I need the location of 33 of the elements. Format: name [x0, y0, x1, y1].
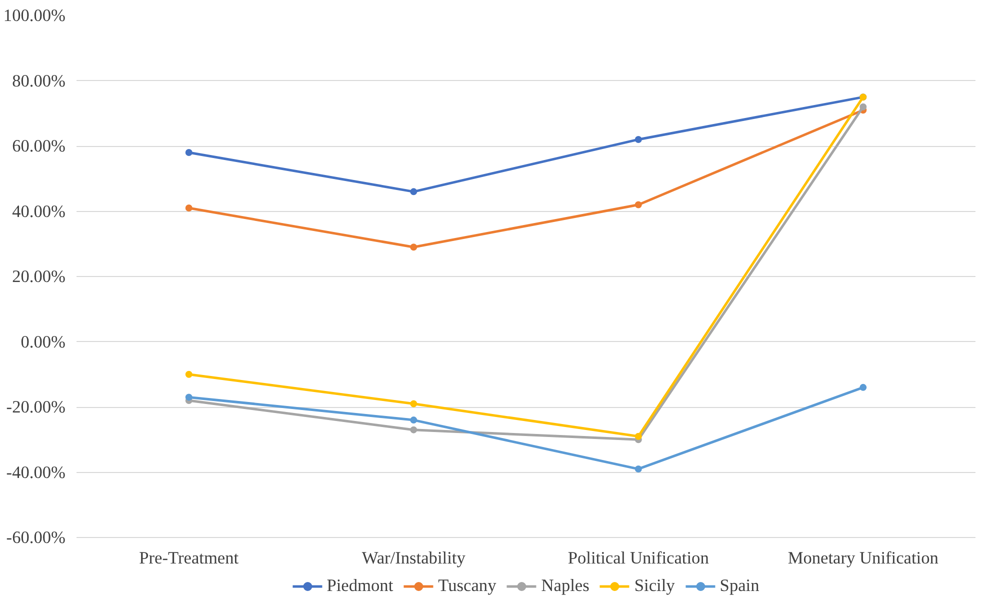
y-tick-label: 100.00%	[3, 6, 66, 25]
point	[410, 416, 418, 424]
x-tick-label: Pre-Treatment	[139, 548, 239, 568]
legend-label: Piedmont	[326, 576, 394, 596]
point	[185, 394, 192, 401]
y-tick-label: -40.00%	[6, 462, 66, 482]
point	[860, 103, 867, 110]
y-tick-label: 40.00%	[12, 202, 66, 221]
point	[410, 188, 418, 196]
point	[634, 465, 642, 472]
x-tick-label: Monetary Unification	[788, 548, 939, 568]
y-tick-label: 20.00%	[12, 267, 66, 286]
point	[634, 201, 642, 208]
y-tick-label: -20.00%	[6, 398, 66, 416]
legend-label: Sicily	[634, 576, 675, 596]
point	[634, 432, 642, 440]
y-tick-label: 0.00%	[20, 332, 66, 352]
point	[410, 400, 418, 408]
x-tick-label: War/Instability	[362, 548, 466, 568]
y-tick-label: 80.00%	[12, 71, 66, 90]
y-tick-label: 60.00%	[12, 136, 66, 156]
point	[860, 384, 867, 391]
point	[634, 136, 642, 143]
legend-label: Tuscany	[438, 576, 496, 596]
point	[185, 204, 192, 212]
legend-label: Spain	[720, 576, 760, 596]
legend-label: Naples	[541, 576, 590, 596]
point	[185, 370, 192, 378]
point	[185, 149, 192, 156]
point	[410, 426, 418, 434]
y-tick-label: -60.00%	[6, 528, 66, 547]
x-tick-label: Political Unification	[568, 548, 710, 568]
point	[410, 244, 418, 251]
